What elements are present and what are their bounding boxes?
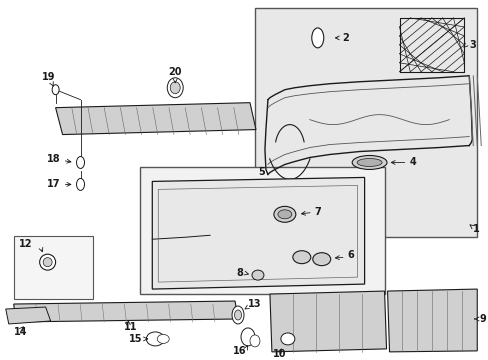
Polygon shape [387,289,476,352]
Text: 16: 16 [233,346,246,356]
Ellipse shape [351,156,386,170]
Text: 2: 2 [342,33,349,43]
Ellipse shape [277,210,291,219]
Polygon shape [14,236,93,299]
Ellipse shape [311,28,323,48]
Polygon shape [140,167,384,294]
Ellipse shape [232,306,244,324]
Text: 11: 11 [123,322,137,332]
Ellipse shape [157,334,169,343]
Ellipse shape [77,179,84,190]
Polygon shape [56,103,255,135]
Text: 14: 14 [14,327,27,337]
Text: 6: 6 [347,250,354,260]
Ellipse shape [170,82,180,94]
Ellipse shape [40,254,56,270]
Text: 18: 18 [47,154,61,165]
Text: 17: 17 [47,179,61,189]
Polygon shape [152,177,364,289]
Text: 9: 9 [478,314,485,324]
Ellipse shape [312,253,330,266]
Ellipse shape [52,85,59,95]
Text: 1: 1 [472,224,479,234]
Ellipse shape [43,258,52,267]
Ellipse shape [280,333,294,345]
Ellipse shape [273,206,295,222]
Polygon shape [254,8,476,237]
Ellipse shape [77,157,84,168]
Text: 15: 15 [128,334,142,344]
Ellipse shape [167,78,183,98]
Text: 3: 3 [468,40,475,50]
Text: 13: 13 [247,299,261,309]
Ellipse shape [234,310,241,320]
Text: 4: 4 [408,157,415,167]
Text: 19: 19 [42,72,55,82]
Text: 10: 10 [273,349,286,359]
Ellipse shape [249,335,260,347]
Ellipse shape [241,328,254,346]
Text: 20: 20 [168,67,182,77]
Ellipse shape [251,270,264,280]
Ellipse shape [356,158,381,166]
Polygon shape [6,307,51,324]
Text: 8: 8 [236,268,243,278]
Ellipse shape [146,332,164,346]
Polygon shape [269,291,386,352]
Polygon shape [14,301,238,322]
Text: 5: 5 [258,167,265,177]
Ellipse shape [292,251,310,264]
Text: 12: 12 [19,239,32,249]
Text: 7: 7 [314,207,321,217]
